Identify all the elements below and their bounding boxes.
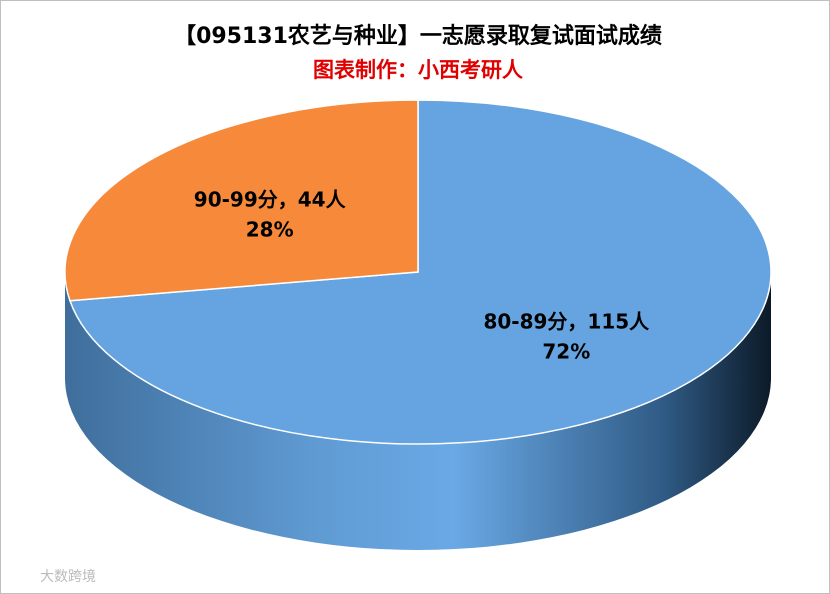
pie-slice — [68, 99, 772, 445]
pie-slice — [64, 99, 419, 302]
percent-label: 28% — [246, 217, 294, 241]
data-label: 80-89分，115人 — [483, 310, 650, 334]
pie: 80-89分，115人 72% 90-99分，44人 28% — [64, 99, 772, 550]
chart-subtitle: 图表制作：小西考研人 — [313, 58, 523, 82]
chart-title: 【095131农艺与种业】一志愿录取复试面试成绩 — [174, 23, 662, 49]
watermark: 大数跨境 — [40, 569, 96, 585]
percent-label: 72% — [542, 340, 590, 364]
pie-side — [65, 272, 771, 550]
data-label: 90-99分，44人 — [194, 187, 347, 211]
